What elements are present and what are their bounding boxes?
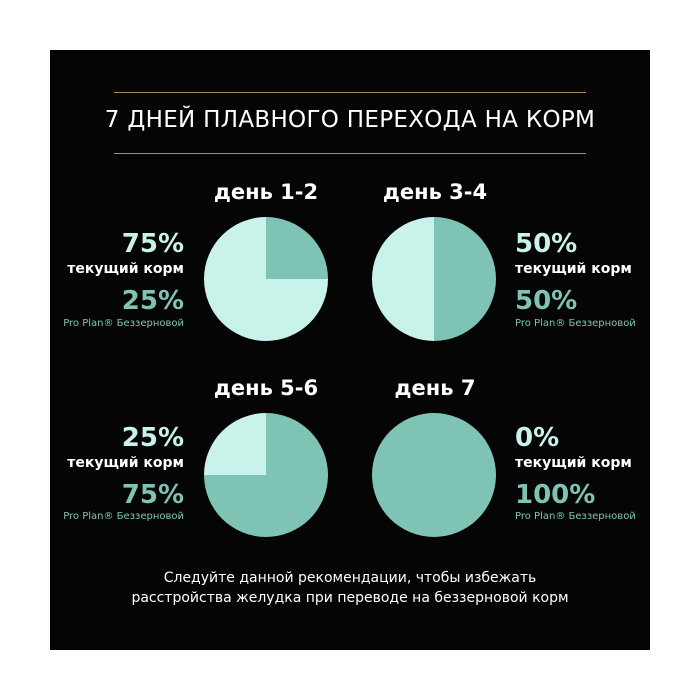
page-title: 7 ДНЕЙ ПЛАВНОГО ПЕРЕХОДА НА КОРМ (104, 107, 596, 133)
day-7-proplan-pct: 100% (515, 480, 596, 510)
day-5-6-proplan-label: Pro Plan® Беззерновой (63, 511, 184, 522)
day-1-2-title: день 1-2 (213, 180, 319, 204)
pie-slice-pro-plan (434, 217, 496, 341)
day-5-6-proplan-pct: 75% (121, 480, 184, 510)
pie-day-7 (372, 413, 496, 537)
pie-slice-current-food (204, 217, 328, 341)
footer-note: Следуйте данной рекомендации, чтобы избе… (50, 568, 650, 608)
pie-day-5-6 (204, 413, 328, 537)
day-3-4-proplan-pct: 50% (515, 286, 578, 316)
day-3-4-current-label: текущий корм (515, 261, 632, 277)
day-7-current-label: текущий корм (515, 455, 632, 471)
day-7-proplan-label: Pro Plan® Беззерновой (515, 511, 636, 522)
infographic-panel: 7 ДНЕЙ ПЛАВНОГО ПЕРЕХОДА НА КОРМ день 1-… (50, 50, 650, 650)
pie-slice-pro-plan (266, 217, 328, 279)
pie-slice-pro-plan (372, 413, 496, 537)
pie-day-3-4 (372, 217, 496, 341)
day-5-6-current-pct: 25% (121, 423, 184, 453)
bottom-divider (114, 153, 586, 154)
top-divider (114, 92, 586, 93)
day-1-2-proplan-label: Pro Plan® Беззерновой (63, 318, 184, 329)
day-7-current-pct: 0% (515, 423, 560, 453)
pie-slice-current-food (372, 217, 434, 341)
day-3-4-current-pct: 50% (515, 229, 578, 259)
day-5-6-current-label: текущий корм (67, 455, 184, 471)
day-3-4-title: день 3-4 (382, 180, 488, 204)
day-7-title: день 7 (394, 376, 476, 400)
day-1-2-current-pct: 75% (121, 229, 184, 259)
footer-line-2: расстройства желудка при переводе на без… (131, 590, 569, 606)
day-5-6-title: день 5-6 (213, 376, 319, 400)
pie-slice-current-food (204, 413, 266, 475)
footer-line-1: Следуйте данной рекомендации, чтобы избе… (163, 570, 537, 586)
day-3-4-proplan-label: Pro Plan® Беззерновой (515, 318, 636, 329)
day-1-2-current-label: текущий корм (67, 261, 184, 277)
day-1-2-proplan-pct: 25% (121, 286, 184, 316)
pie-day-1-2 (204, 217, 328, 341)
